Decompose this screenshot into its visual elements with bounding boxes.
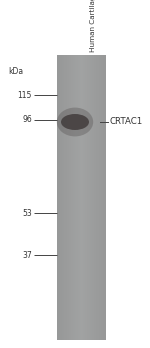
Bar <box>74 55 76 340</box>
Bar <box>79 55 81 340</box>
Bar <box>95 55 97 340</box>
Bar <box>59 55 60 340</box>
Bar <box>87 55 89 340</box>
Bar <box>87 55 88 340</box>
Bar <box>71 55 72 340</box>
Bar <box>84 55 86 340</box>
Text: 37: 37 <box>22 251 32 260</box>
Bar <box>61 55 63 340</box>
Ellipse shape <box>61 114 89 130</box>
Bar <box>91 55 93 340</box>
Bar <box>92 55 94 340</box>
Text: kDa: kDa <box>8 68 23 77</box>
Bar <box>86 55 88 340</box>
Text: 53: 53 <box>22 208 32 218</box>
Bar <box>70 55 72 340</box>
Bar <box>62 55 64 340</box>
Bar <box>83 55 85 340</box>
Bar <box>75 55 76 340</box>
Bar <box>95 55 96 340</box>
Bar <box>88 55 90 340</box>
Bar <box>59 55 61 340</box>
Bar <box>64 55 66 340</box>
Bar <box>63 55 64 340</box>
Ellipse shape <box>57 108 93 136</box>
Bar <box>79 55 80 340</box>
Bar <box>69 55 71 340</box>
Bar <box>71 55 73 340</box>
Bar <box>94 55 96 340</box>
Text: Human Cartilage: Human Cartilage <box>90 0 96 52</box>
Bar <box>58 55 60 340</box>
Bar <box>78 55 80 340</box>
Bar <box>101 55 103 340</box>
Bar <box>93 55 95 340</box>
Bar <box>91 55 92 340</box>
Bar <box>97 55 99 340</box>
Bar <box>57 55 59 340</box>
Bar <box>57 55 105 340</box>
Bar <box>96 55 98 340</box>
Bar <box>66 55 68 340</box>
Bar <box>67 55 68 340</box>
Bar <box>75 55 77 340</box>
Bar <box>90 55 92 340</box>
Bar <box>104 55 106 340</box>
Text: 96: 96 <box>22 116 32 125</box>
Text: CRTAC1: CRTAC1 <box>110 118 143 127</box>
Bar <box>80 55 82 340</box>
Bar <box>72 55 74 340</box>
Text: 115: 115 <box>18 90 32 100</box>
Bar <box>99 55 101 340</box>
Bar <box>102 55 104 340</box>
Bar <box>76 55 78 340</box>
Bar <box>65 55 67 340</box>
Bar <box>98 55 100 340</box>
Bar <box>99 55 100 340</box>
Bar <box>103 55 104 340</box>
Bar <box>60 55 62 340</box>
Bar <box>103 55 105 340</box>
Bar <box>67 55 69 340</box>
Bar <box>85 55 87 340</box>
Bar <box>100 55 102 340</box>
Bar <box>83 55 84 340</box>
Bar <box>82 55 84 340</box>
Bar <box>73 55 75 340</box>
Bar <box>68 55 70 340</box>
Bar <box>77 55 79 340</box>
Bar <box>89 55 91 340</box>
Bar <box>63 55 65 340</box>
Bar <box>81 55 83 340</box>
